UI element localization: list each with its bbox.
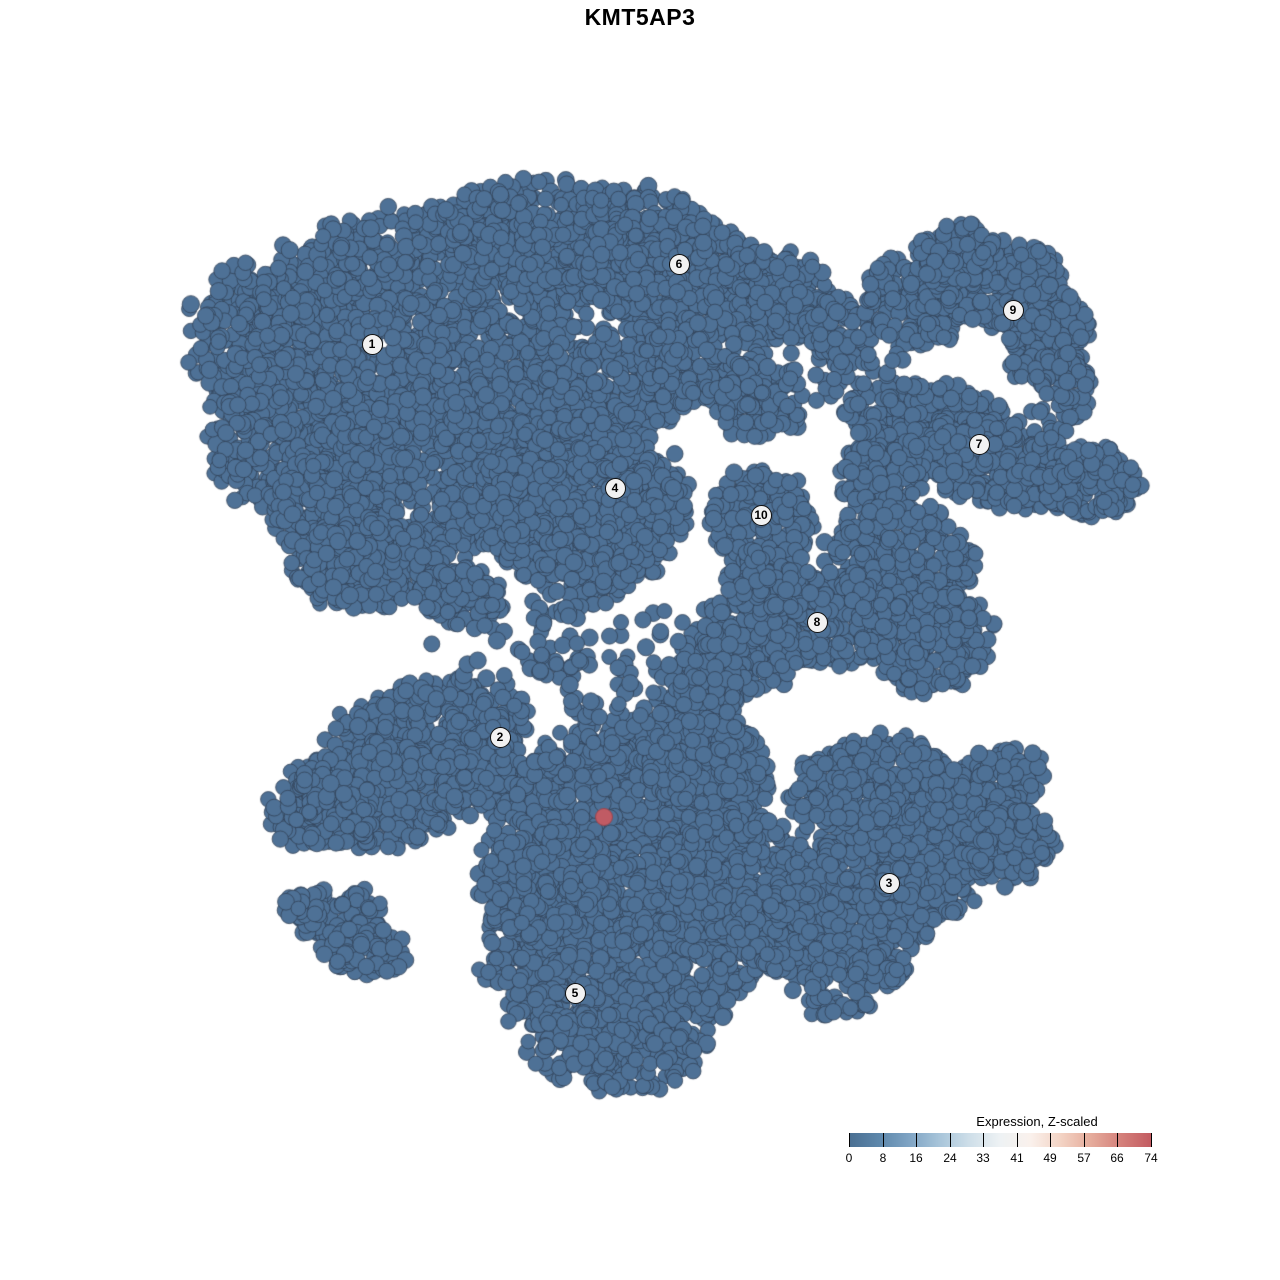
legend-tick-label: 66 [1110, 1151, 1124, 1165]
legend-tick-label: 74 [1144, 1151, 1158, 1165]
legend-tick-label: 24 [943, 1151, 957, 1165]
legend-gradient-bar [849, 1133, 1152, 1147]
legend-tick-mark [1084, 1133, 1085, 1147]
legend-tick-labels: 0 8 16 24 33 41 49 57 66 74 [845, 1151, 1158, 1165]
expression-legend: Expression, Z-scaled 0 8 16 24 33 41 49 57 66 74 [845, 1114, 1158, 1166]
legend-tick-label: 8 [879, 1151, 887, 1165]
legend-tick-mark [849, 1133, 850, 1147]
legend-tick-mark [1017, 1133, 1018, 1147]
legend-tick-label: 57 [1077, 1151, 1091, 1165]
legend-tick-label: 0 [845, 1151, 853, 1165]
legend-tick-mark [916, 1133, 917, 1147]
legend-tick-mark [1050, 1133, 1051, 1147]
legend-tick-mark [1117, 1133, 1118, 1147]
legend-title: Expression, Z-scaled [976, 1114, 1098, 1129]
legend-tick-mark [983, 1133, 984, 1147]
legend-tick-mark [1151, 1133, 1152, 1147]
legend-tick-label: 33 [976, 1151, 990, 1165]
chart-title: KMT5AP3 [584, 4, 696, 30]
legend-tick-label: 41 [1010, 1151, 1024, 1165]
legend-tick-mark [883, 1133, 884, 1147]
legend-tick-label: 49 [1043, 1151, 1057, 1165]
legend-tick-mark [950, 1133, 951, 1147]
legend-tick-label: 16 [909, 1151, 923, 1165]
